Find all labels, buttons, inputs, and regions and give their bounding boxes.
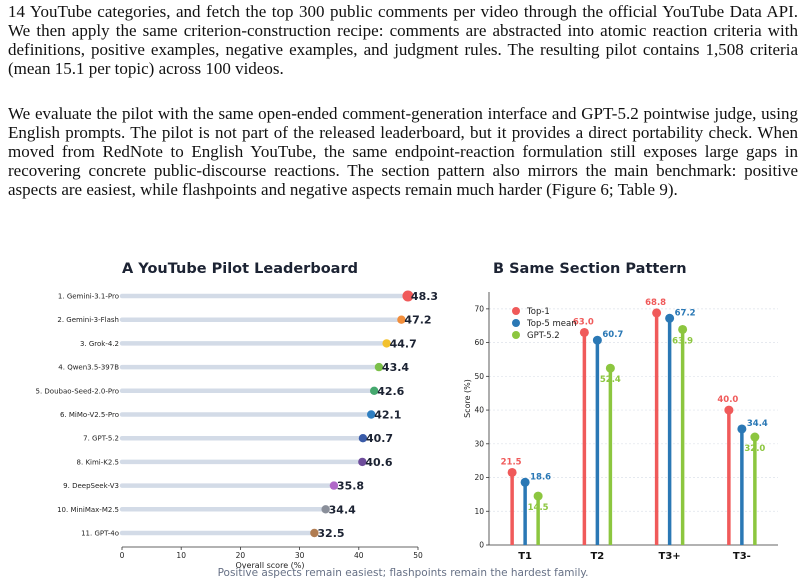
y-tick-label: 0 [479,541,484,550]
score-dot [382,339,391,348]
series-point [652,308,662,318]
model-label: 10. MiniMax-M2.5 [57,506,119,514]
x-tick-label: 30 [295,551,305,560]
value-label: 63.9 [672,336,693,346]
value-label: 34.4 [747,419,768,429]
series-point [533,491,543,501]
figure-caption: Positive aspects remain easiest; flashpo… [217,567,589,579]
y-tick-label: 60 [474,338,484,347]
series-point [737,424,747,434]
value-label: 68.8 [645,298,666,308]
value-label: 18.6 [530,472,551,482]
score-dot [374,362,384,372]
value-label: 67.2 [675,308,696,318]
score-label: 34.4 [329,503,356,516]
legend-marker [512,307,520,315]
x-tick-label: 0 [120,551,125,560]
score-label: 47.2 [404,314,431,327]
model-label: 11. GPT-4o [81,530,119,538]
chart-b-title: B Same Section Pattern [493,261,687,277]
legend-label: Top-1 [526,307,550,317]
value-label: 40.0 [717,395,738,405]
score-dot [358,434,368,443]
series-point [520,477,530,487]
legend-label: Top-5 mean [526,319,577,329]
category-label: T3+ [659,551,681,562]
score-dot [358,457,367,467]
y-tick-label: 70 [474,304,484,313]
x-tick-label: 40 [354,551,364,560]
x-tick-label: 20 [236,551,246,560]
series-point [724,405,734,415]
category-label: T1 [518,551,532,562]
value-label: 63.0 [573,317,594,327]
category-label: T3- [733,551,751,562]
model-label: 8. Kimi-K2.5 [77,458,119,466]
model-label: 4. Qwen3.5-397B [58,364,119,372]
value-label: 60.7 [602,330,623,340]
model-label: 5. Doubao-Seed-2.0-Pro [36,387,119,395]
score-dot [397,315,406,324]
value-label: 21.5 [501,457,522,467]
series-point [605,363,615,373]
y-tick-label: 20 [474,473,484,482]
paragraph-1: 14 YouTube categories, and fetch the top… [8,2,798,78]
series-point [592,335,602,345]
score-label: 44.7 [390,337,417,350]
series-point [579,327,589,337]
value-label: 32.0 [744,444,765,454]
x-axis-title: Overall score (%) [235,561,304,570]
score-label: 40.6 [365,456,392,469]
y-tick-label: 50 [474,372,484,381]
model-label: 7. GPT-5.2 [83,435,119,443]
score-label: 32.5 [317,527,344,540]
y-tick-label: 10 [474,507,484,516]
score-dot [402,290,414,302]
score-dot [310,528,319,538]
series-point [678,324,688,334]
model-label: 9. DeepSeek-V3 [63,482,119,490]
x-tick-label: 50 [413,551,423,560]
legend-label: GPT-5.2 [527,331,560,341]
category-label: T2 [590,551,604,562]
score-dot [369,386,379,395]
x-tick-label: 10 [176,551,186,560]
series-point [750,432,760,442]
paragraph-2: We evaluate the pilot with the same open… [8,104,798,199]
score-dot [329,481,339,490]
series-point [665,313,675,323]
score-dot [367,410,376,419]
score-label: 35.8 [337,480,364,493]
legend-marker [512,319,520,327]
model-label: 6. MiMo-V2.5-Pro [60,411,119,419]
series-point [507,467,517,477]
value-label: 52.4 [600,375,621,385]
y-axis-title: Score (%) [463,379,472,418]
score-label: 48.3 [411,290,438,303]
value-label: 14.5 [528,503,549,513]
chart-a-title: A YouTube Pilot Leaderboard [122,261,358,277]
score-dot [321,505,330,514]
model-label: 3. Grok-4.2 [80,340,119,348]
score-label: 40.7 [366,432,393,445]
y-tick-label: 30 [474,439,484,448]
legend-marker [512,331,520,339]
score-label: 42.6 [377,385,404,398]
score-label: 43.4 [382,361,409,374]
model-label: 1. Gemini-3.1-Pro [58,293,119,301]
score-label: 42.1 [374,409,401,422]
y-tick-label: 40 [474,406,484,415]
model-label: 2. Gemini-3-Flash [57,316,119,324]
